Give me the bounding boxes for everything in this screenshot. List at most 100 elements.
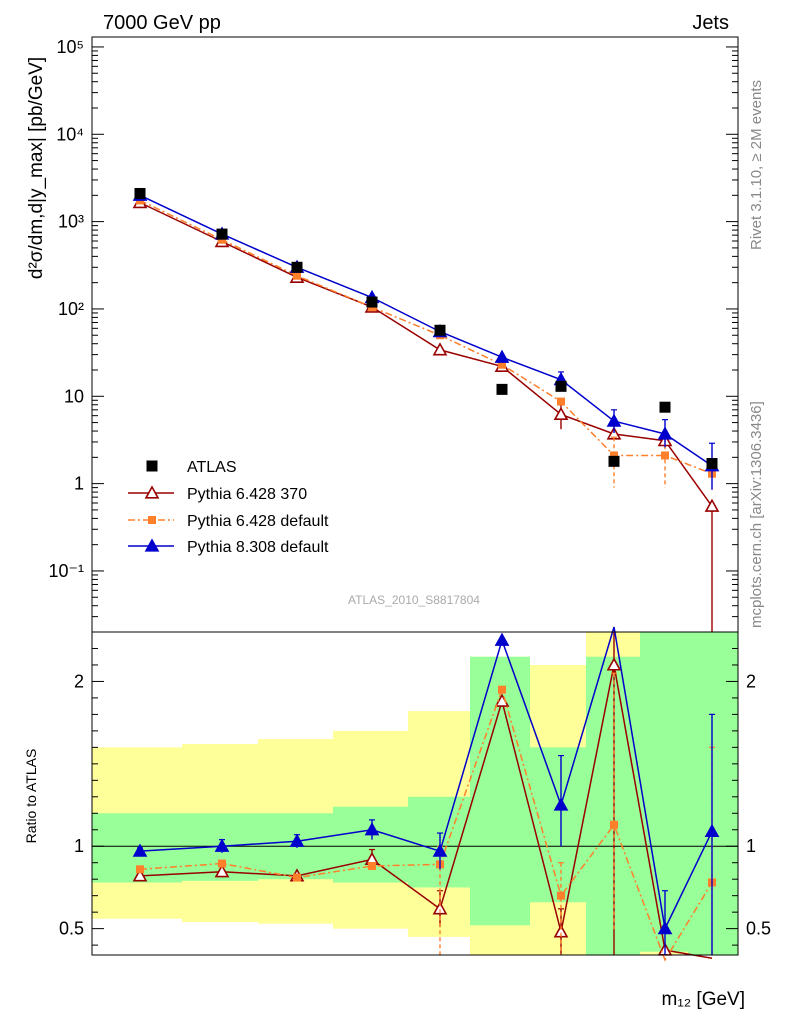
y-tick-label: 10² [58,299,84,319]
series-atlas [134,187,718,469]
header-energy-label: 7000 GeV pp [103,12,221,34]
ratio-point [498,685,506,694]
ratio-point [553,797,569,811]
data-point [494,349,510,363]
legend: ATLAS Pythia 6.428 370 Pythia 6.428 defaul… [128,459,329,556]
legend-entry: Pythia 8.308 default [128,538,329,556]
y-tick-label: 10⁵ [57,37,84,57]
series-pythia-6-428-default [136,196,716,488]
data-point [606,413,622,427]
data-point [553,406,569,421]
green-band [688,632,738,955]
ratio-tick-label-right: 2 [746,671,756,691]
data-point [706,457,718,469]
ratio-panel [92,626,738,962]
ratio-point [364,822,380,836]
legend-label: Pythia 6.428 default [187,513,329,530]
plot-frames: 10⁻¹ 1 10 10² 10³ 10⁴ 10⁵ 0.5 0.5 1 1 2 2 [48,36,771,956]
ratio-point [289,833,305,847]
data-point [498,360,506,369]
y-tick-label: 10 [64,386,84,406]
ratio-point [704,823,720,838]
green-band [586,656,640,955]
legend-marker [148,516,156,524]
data-point [216,228,228,240]
series-pythia-6-428-370 [132,194,720,632]
ratio-point [214,864,230,878]
ratio-point [557,891,565,900]
ratio-point [432,843,448,857]
data-point [555,380,567,392]
rivet-version-label: Rivet 3.1.10, ≥ 2M events [748,80,765,250]
ratio-point [432,901,448,915]
data-point [661,451,669,460]
y-tick-label: 10⁴ [56,124,84,144]
data-point [366,296,378,308]
ratio-point [610,820,618,829]
ratio-point [606,657,622,671]
data-point [704,498,720,512]
ratio-point [553,924,569,938]
ratio-uncertainty-bands [92,632,738,955]
legend-label: Pythia 6.428 370 [187,486,307,503]
ratio-point [293,873,301,882]
data-point [659,401,671,413]
series-line [139,194,713,467]
series-line [139,199,713,475]
data-point [496,383,508,395]
ratio-tick-label-left: 1 [74,836,84,856]
data-point [557,397,565,406]
y-axis-label-ratio: Ratio to ATLAS [23,749,39,844]
ratio-panel-frame [91,631,739,956]
series-line [139,201,713,507]
ratio-series-pythia-8-308-default [132,626,720,955]
x-axis-label: m₁₂ [GeV] [662,989,745,1010]
green-band [333,806,408,883]
y-tick-label: 10³ [58,212,84,232]
ratio-point [132,843,148,857]
y-axis-ticks-main [92,46,738,633]
ratio-point [132,868,148,882]
ratio-point [214,838,230,852]
data-point [432,342,448,356]
mcplots-label: mcplots.cern.ch [arXiv:1306.3436] [748,401,765,628]
legend-marker [144,538,160,552]
ratio-tick-label-left: 2 [74,671,84,691]
legend-entry: ATLAS [146,459,237,476]
y-tick-label: 1 [74,474,84,494]
y-axis-label-main: d²σ/dm,d|y_max| [pb/GeV] [26,57,47,279]
data-point [218,235,226,244]
legend-label: ATLAS [187,459,237,476]
ratio-point [368,862,376,871]
ratio-tick-label-left: 0.5 [59,919,84,939]
data-point [657,426,673,440]
data-point [608,455,620,467]
legend-marker [146,460,158,472]
data-point [291,261,303,273]
green-band [530,747,586,903]
legend-marker [144,485,160,499]
header-process-label: Jets [692,12,729,34]
ratio-point [657,920,673,935]
ratio-point [136,865,144,874]
y-axis-ticks-ratio [92,647,738,946]
data-point [434,324,446,336]
green-band [640,632,688,952]
ratio-line [139,626,713,932]
ratio-tick-label-right: 1 [746,836,756,856]
data-point [610,451,618,460]
ratio-line [139,664,713,960]
main-panel [132,187,720,632]
legend-label: Pythia 8.308 default [187,539,329,556]
legend-entry: Pythia 6.428 default [128,513,329,530]
ratio-point [494,632,510,646]
data-point [134,187,146,199]
y-tick-label: 10⁻¹ [48,561,84,581]
data-point [293,271,301,280]
ratio-line [139,687,713,962]
legend-entry: Pythia 6.428 370 [128,485,307,503]
analysis-watermark: ATLAS_2010_S8817804 [348,593,480,607]
ratio-tick-label-right: 0.5 [746,919,771,939]
ratio-point [218,859,226,868]
